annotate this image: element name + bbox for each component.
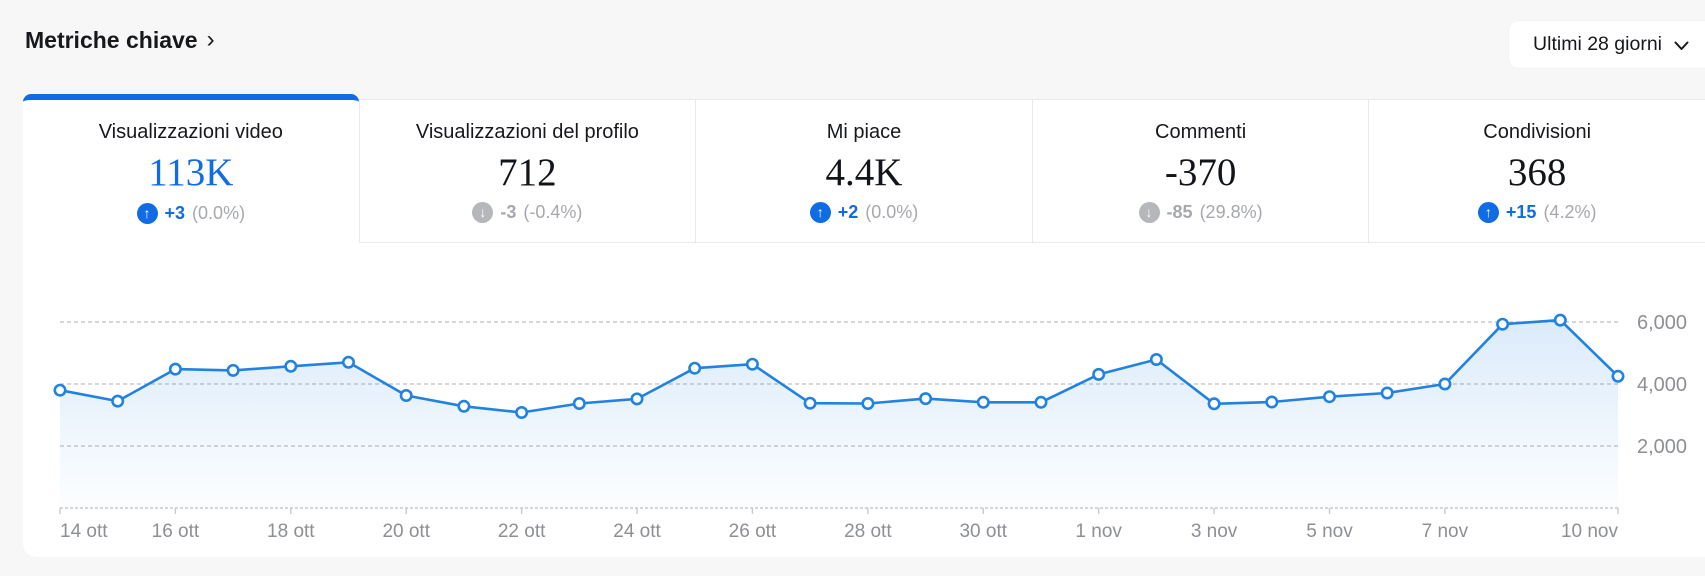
data-point-marker	[745, 357, 759, 371]
tab-label: Mi piace	[826, 120, 902, 143]
data-point-marker	[919, 392, 933, 406]
tab-likes[interactable]: Mi piace 4.4K ↑ +2 (0.0%)	[695, 99, 1032, 243]
data-point-marker	[1553, 313, 1567, 327]
data-point-marker	[226, 363, 240, 377]
views-line-chart[interactable]: 2,000 4,000 6,000 14 ott 16 ott 18 ott 20 ott 2…	[23, 243, 1705, 557]
data-point-marker	[1034, 395, 1048, 409]
key-metrics-title[interactable]: Metriche chiave ›	[25, 27, 215, 54]
x-axis-label: 7 nov	[1422, 521, 1469, 542]
x-axis-label: 18 ott	[267, 521, 315, 542]
date-range-label: Ultimi 28 giorni	[1533, 33, 1662, 55]
x-axis-label: 5 nov	[1306, 521, 1353, 542]
chevron-right-icon: ›	[206, 25, 215, 53]
x-axis-label: 30 ott	[959, 521, 1007, 542]
data-point-marker	[515, 406, 529, 420]
x-axis-label: 26 ott	[729, 521, 777, 542]
data-point-marker	[861, 397, 875, 411]
tab-label: Condivisioni	[1483, 120, 1592, 143]
data-point-marker	[1380, 386, 1394, 400]
delta-value: -3	[500, 202, 517, 223]
data-point-marker	[399, 389, 413, 403]
data-point-marker	[976, 395, 990, 409]
tab-shares[interactable]: Condivisioni 368 ↑ +15 (4.2%)	[1368, 99, 1705, 243]
data-point-marker	[1611, 369, 1625, 383]
data-point-marker	[341, 355, 355, 369]
x-axis-label: 10 nov	[1561, 521, 1619, 542]
data-point-marker	[1207, 397, 1221, 411]
data-point-marker	[1323, 390, 1337, 404]
delta-percent: (-0.4%)	[523, 202, 583, 223]
data-point-marker	[1265, 395, 1279, 409]
tab-video-views[interactable]: Visualizzazioni video 113K ↑ +3 (0.0%)	[23, 94, 359, 243]
tab-delta: ↑ +2 (0.0%)	[809, 202, 919, 224]
tab-value: 712	[498, 150, 557, 194]
tab-profile-views[interactable]: Visualizzazioni del profilo 712 ↓ -3 (-0…	[358, 99, 696, 243]
tab-label: Commenti	[1155, 120, 1247, 143]
tab-value: 368	[1507, 150, 1567, 194]
data-point-marker	[1092, 367, 1106, 381]
data-point-marker	[688, 361, 702, 375]
data-point-marker	[1438, 377, 1452, 391]
delta-value: +2	[837, 202, 859, 223]
delta-percent: (29.8%)	[1199, 202, 1263, 223]
tab-value: 4.4K	[825, 150, 903, 194]
chevron-down-icon	[1674, 41, 1689, 50]
delta-percent: (0.0%)	[192, 202, 246, 223]
data-point-marker	[572, 397, 586, 411]
data-point-marker	[457, 399, 471, 413]
x-axis-label: 20 ott	[382, 521, 430, 542]
tab-delta: ↑ +3 (0.0%)	[136, 202, 246, 224]
tab-label: Visualizzazioni del profilo	[415, 120, 639, 143]
data-point-marker	[630, 392, 644, 406]
tab-value: -370	[1164, 150, 1237, 194]
metric-tabs: Visualizzazioni video 113K ↑ +3 (0.0%) V…	[23, 94, 1705, 243]
delta-percent: (0.0%)	[865, 202, 919, 223]
metrics-chart-card: 2,000 4,000 6,000 14 ott 16 ott 18 ott 20 ott 2…	[23, 243, 1705, 557]
tab-label: Visualizzazioni video	[98, 121, 283, 144]
tab-comments[interactable]: Commenti -370 ↓ -85 (29.8%)	[1031, 99, 1369, 243]
date-range-selector[interactable]: Ultimi 28 giorni	[1509, 21, 1705, 68]
x-axis-label: 24 ott	[613, 521, 661, 542]
arrow-down-circle-icon: ↓	[472, 202, 494, 224]
tab-delta: ↑ +15 (4.2%)	[1477, 202, 1597, 224]
arrow-up-circle-icon: ↑	[136, 202, 158, 224]
y-axis-label: 4,000	[1637, 374, 1687, 396]
tab-delta: ↓ -3 (-0.4%)	[472, 202, 583, 224]
arrow-down-circle-icon: ↓	[1138, 202, 1160, 224]
data-point-marker	[1496, 317, 1510, 331]
x-axis-label: 1 nov	[1075, 521, 1122, 542]
arrow-up-circle-icon: ↑	[1477, 202, 1499, 224]
data-point-marker	[1149, 353, 1163, 367]
series-line	[58, 318, 1620, 414]
y-axis-label: 6,000	[1637, 312, 1687, 334]
series-area-fill	[60, 320, 1618, 508]
delta-value: -85	[1166, 202, 1193, 223]
y-axis-label: 2,000	[1637, 436, 1687, 458]
x-axis-label: 14 ott	[60, 521, 108, 542]
delta-value: +15	[1505, 202, 1537, 223]
data-point-marker	[111, 394, 125, 408]
data-point-marker	[53, 383, 67, 397]
delta-percent: (4.2%)	[1543, 202, 1597, 223]
tab-value: 113K	[148, 151, 234, 195]
data-point-marker	[803, 396, 817, 410]
data-point-marker	[284, 359, 298, 373]
page-title-text: Metriche chiave	[25, 27, 198, 53]
x-axis-label: 22 ott	[498, 521, 546, 542]
x-axis-label: 16 ott	[152, 521, 200, 542]
tab-delta: ↓ -85 (29.8%)	[1138, 202, 1263, 224]
x-axis-label: 28 ott	[844, 521, 892, 542]
delta-value: +3	[164, 202, 186, 223]
x-axis-label: 3 nov	[1191, 521, 1238, 542]
data-point-marker	[168, 362, 182, 376]
arrow-up-circle-icon: ↑	[809, 202, 831, 224]
